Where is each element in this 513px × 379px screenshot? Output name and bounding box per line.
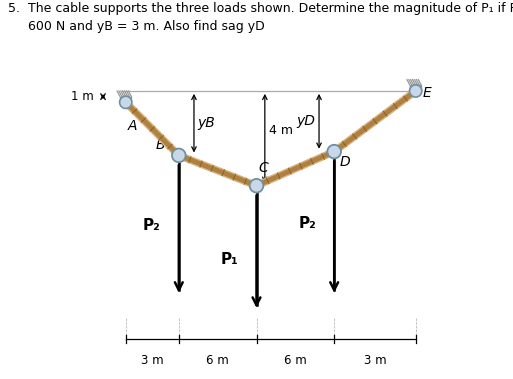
Text: 3 m: 3 m — [364, 354, 386, 366]
Bar — [410, 85, 421, 89]
Circle shape — [409, 85, 422, 97]
Circle shape — [172, 149, 186, 162]
Text: C: C — [259, 161, 268, 175]
Text: P₂: P₂ — [298, 216, 316, 231]
Text: 600 N and yB = 3 m. Also find sag yD: 600 N and yB = 3 m. Also find sag yD — [8, 20, 264, 33]
Text: E: E — [423, 86, 431, 100]
Text: A: A — [128, 119, 137, 133]
Bar — [120, 97, 131, 100]
Text: D: D — [340, 155, 350, 169]
Circle shape — [120, 96, 132, 108]
Text: 1 m: 1 m — [71, 90, 93, 103]
Text: 3 m: 3 m — [141, 354, 164, 366]
Text: 5.  The cable supports the three loads shown. Determine the magnitude of P₁ if P: 5. The cable supports the three loads sh… — [8, 2, 513, 15]
Text: 6 m: 6 m — [284, 354, 307, 366]
Text: yD: yD — [297, 114, 315, 128]
Text: 4 m: 4 m — [269, 124, 292, 137]
Text: yB: yB — [198, 116, 215, 130]
Text: P₁: P₁ — [221, 252, 239, 267]
Circle shape — [327, 145, 341, 158]
Text: 6 m: 6 m — [206, 354, 229, 366]
Circle shape — [250, 179, 263, 193]
Text: B: B — [156, 138, 166, 152]
Text: P₂: P₂ — [143, 218, 161, 233]
